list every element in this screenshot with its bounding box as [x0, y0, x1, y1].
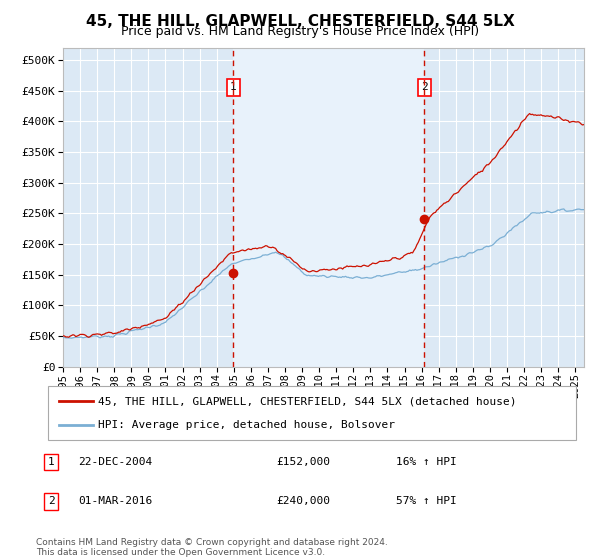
Text: 1: 1 [230, 82, 237, 92]
Text: 22-DEC-2004: 22-DEC-2004 [78, 457, 152, 467]
Text: Contains HM Land Registry data © Crown copyright and database right 2024.
This d: Contains HM Land Registry data © Crown c… [36, 538, 388, 557]
FancyBboxPatch shape [48, 386, 576, 440]
Text: HPI: Average price, detached house, Bolsover: HPI: Average price, detached house, Bols… [98, 419, 395, 430]
Text: £152,000: £152,000 [276, 457, 330, 467]
Text: 57% ↑ HPI: 57% ↑ HPI [396, 496, 457, 506]
Bar [233, 48, 424, 367]
Text: 1: 1 [47, 457, 55, 467]
Text: 2: 2 [47, 496, 55, 506]
Text: 45, THE HILL, GLAPWELL, CHESTERFIELD, S44 5LX: 45, THE HILL, GLAPWELL, CHESTERFIELD, S4… [86, 14, 514, 29]
Text: 16% ↑ HPI: 16% ↑ HPI [396, 457, 457, 467]
Text: Price paid vs. HM Land Registry's House Price Index (HPI): Price paid vs. HM Land Registry's House … [121, 25, 479, 38]
Text: 2: 2 [421, 82, 428, 92]
Text: 01-MAR-2016: 01-MAR-2016 [78, 496, 152, 506]
Text: 45, THE HILL, GLAPWELL, CHESTERFIELD, S44 5LX (detached house): 45, THE HILL, GLAPWELL, CHESTERFIELD, S4… [98, 396, 517, 407]
Text: £240,000: £240,000 [276, 496, 330, 506]
